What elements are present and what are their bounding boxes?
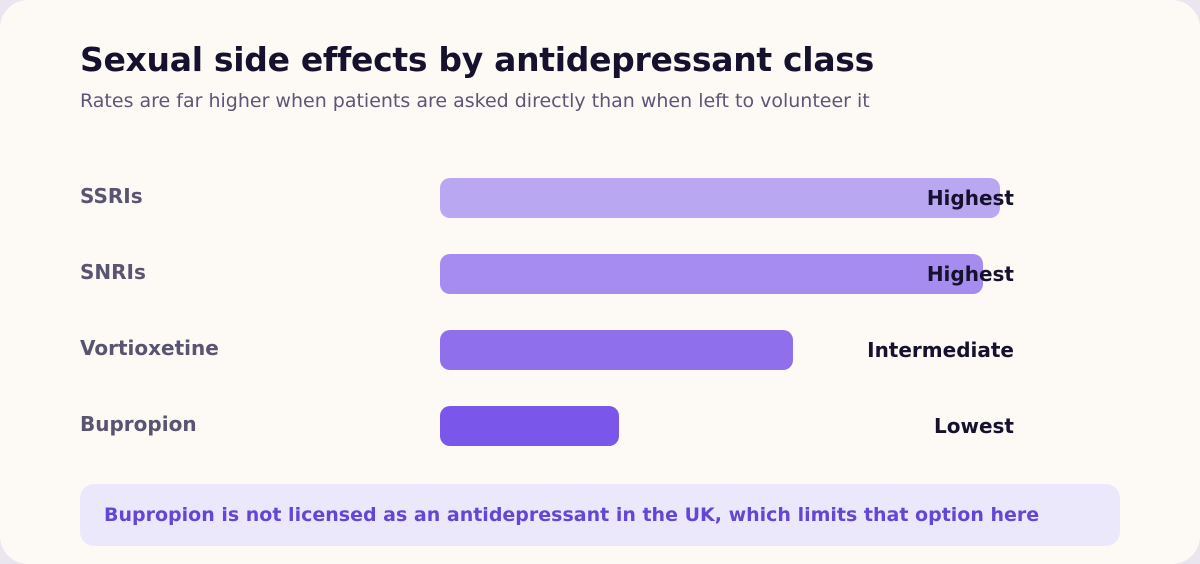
bar-track: [440, 330, 1000, 370]
footnote-box: Bupropion is not licensed as an antidepr…: [80, 484, 1120, 546]
category-label: SSRIs: [80, 184, 143, 208]
value-label: Intermediate: [867, 338, 1014, 362]
value-label: Lowest: [934, 414, 1014, 438]
category-label: Bupropion: [80, 412, 197, 436]
value-label: Highest: [926, 262, 1014, 286]
category-label: SNRIs: [80, 260, 146, 284]
bar: [440, 178, 1000, 218]
chart-subtitle: Rates are far higher when patients are a…: [80, 90, 870, 112]
bar: [440, 254, 983, 294]
bar-track: [440, 406, 1000, 446]
bar: [440, 406, 619, 446]
bar: [440, 330, 793, 370]
bar-track: [440, 178, 1000, 218]
footnote-text: Bupropion is not licensed as an antidepr…: [104, 504, 1040, 526]
category-label: Vortioxetine: [80, 336, 219, 360]
value-label: Highest: [926, 186, 1014, 210]
chart-title: Sexual side effects by antidepressant cl…: [80, 40, 874, 79]
bar-track: [440, 254, 1000, 294]
